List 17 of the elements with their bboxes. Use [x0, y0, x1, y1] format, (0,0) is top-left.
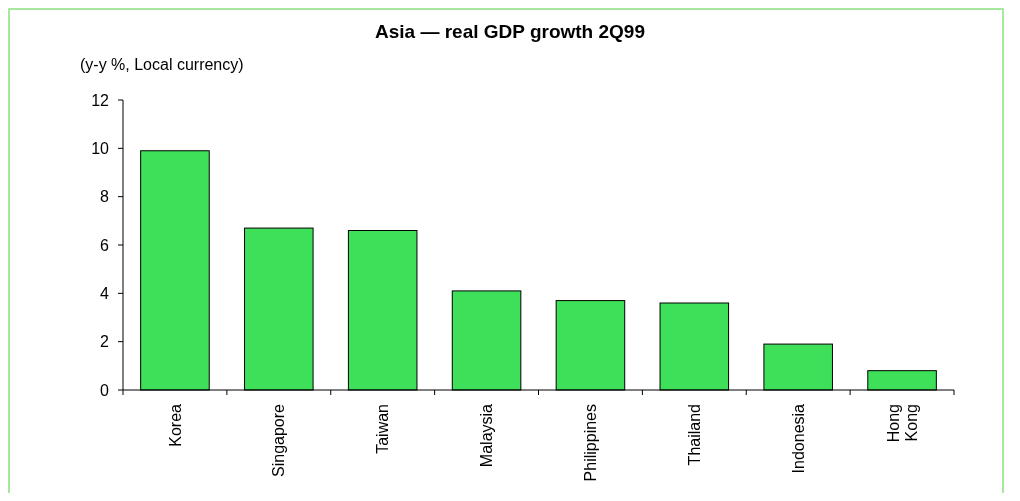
y-tick-label: 0 [100, 381, 110, 399]
x-tick-label: Indonesia [789, 403, 807, 474]
x-tick-label: Singapore [270, 403, 288, 477]
x-tick-label: Hong Kong [884, 404, 920, 443]
y-tick-label: 12 [91, 91, 110, 109]
y-tick-label: 6 [100, 236, 110, 254]
y-tick-label: 8 [100, 188, 110, 206]
chart-title: Asia — real GDP growth 2Q99 [375, 21, 645, 42]
y-tick-label: 4 [100, 284, 110, 302]
x-tick-label: Malaysia [478, 403, 496, 468]
x-tick-label: Thailand [685, 404, 703, 466]
y-tick-label: 10 [91, 139, 110, 157]
y-axis-title: (y-y %, Local currency) [80, 56, 244, 73]
x-tick-label: Korea [166, 403, 184, 447]
x-tick-label: Taiwan [374, 404, 392, 454]
x-tick-label: Philippines [582, 404, 600, 482]
y-tick-label: 2 [100, 333, 110, 351]
